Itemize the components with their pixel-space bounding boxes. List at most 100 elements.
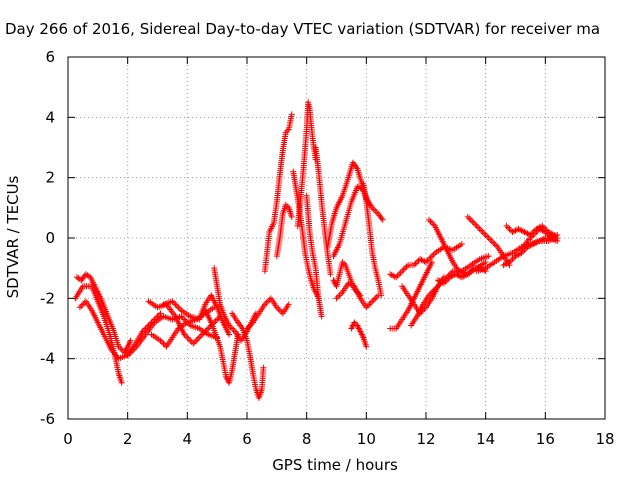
data-point: [226, 331, 233, 338]
data-point: [170, 299, 177, 306]
data-point: [187, 337, 194, 344]
data-point: [185, 336, 192, 343]
y-tick-label: 2: [45, 169, 55, 187]
data-point: [288, 111, 295, 118]
y-tick-label: -6: [40, 410, 55, 428]
data-point: [509, 256, 516, 263]
chart-title: Day 266 of 2016, Sidereal Day-to-day VTE…: [5, 20, 600, 38]
x-axis-label: GPS time / hours: [272, 456, 398, 474]
data-point: [78, 302, 85, 309]
data-point: [488, 238, 495, 245]
data-point: [442, 278, 449, 285]
data-point: [484, 233, 491, 240]
data-point: [487, 236, 494, 243]
data-point: [176, 305, 183, 312]
data-point: [402, 265, 409, 272]
data-point: [525, 236, 532, 243]
data-point: [481, 230, 488, 237]
data-point: [155, 311, 162, 318]
data-point: [430, 251, 437, 258]
data-point: [466, 215, 473, 222]
data-point: [179, 314, 186, 321]
x-tick-label: 6: [242, 430, 252, 448]
data-point: [439, 279, 446, 286]
x-tick-label: 8: [302, 430, 312, 448]
data-point: [378, 292, 385, 299]
data-point: [173, 302, 180, 309]
data-point: [403, 263, 410, 270]
data-point: [285, 301, 292, 308]
data-point: [76, 304, 83, 311]
data-point: [372, 207, 379, 214]
data-point: [427, 218, 434, 225]
data-point: [318, 313, 325, 320]
data-point: [428, 259, 435, 266]
data-point: [531, 230, 538, 237]
data-point: [337, 290, 344, 297]
data-point: [458, 241, 465, 248]
data-point: [490, 239, 497, 246]
data-point: [336, 292, 343, 299]
data-point: [428, 253, 435, 260]
data-point: [493, 242, 500, 249]
data-point: [363, 343, 370, 350]
data-point: [263, 299, 270, 306]
data-point: [464, 213, 471, 220]
x-tick-label: 0: [63, 430, 73, 448]
data-point: [372, 295, 379, 302]
data-point: [275, 305, 282, 312]
data-point: [527, 235, 534, 241]
data-point: [391, 273, 398, 280]
data-point: [482, 259, 489, 266]
data-point: [479, 228, 486, 235]
y-tick-label: 0: [45, 229, 55, 247]
y-tick-label: 4: [45, 108, 55, 126]
data-point: [260, 364, 267, 371]
data-point: [552, 237, 559, 244]
data-point: [76, 276, 83, 283]
data-point: [212, 317, 219, 324]
data-point: [485, 235, 492, 241]
data-point: [540, 235, 547, 242]
data-point: [475, 224, 482, 231]
data-point: [476, 225, 483, 232]
data-point: [530, 231, 537, 238]
data-point: [127, 337, 134, 344]
x-tick-label: 10: [357, 430, 376, 448]
data-point: [421, 258, 428, 265]
data-point: [141, 327, 148, 334]
data-points: [72, 99, 561, 401]
x-tick-label: 16: [536, 430, 555, 448]
data-point: [425, 216, 432, 223]
data-point: [333, 295, 340, 302]
x-tick-label: 4: [183, 430, 193, 448]
data-point: [191, 339, 198, 346]
y-tick-label: -4: [40, 350, 55, 368]
data-point: [491, 241, 498, 248]
data-point: [503, 222, 510, 229]
data-point: [230, 327, 237, 334]
data-point: [214, 316, 221, 323]
data-point: [196, 334, 203, 341]
data-point: [327, 271, 334, 278]
data-point: [470, 219, 477, 226]
data-point: [482, 231, 489, 238]
x-tick-label: 14: [476, 430, 495, 448]
data-point: [118, 379, 125, 386]
data-point: [160, 340, 167, 347]
data-point: [197, 333, 204, 340]
y-tick-label: -2: [40, 289, 55, 307]
x-tick-label: 2: [123, 430, 133, 448]
data-point: [158, 339, 165, 346]
grid: [68, 57, 605, 419]
data-point: [373, 293, 380, 300]
data-point: [379, 216, 386, 223]
data-point: [373, 209, 380, 216]
data-point: [469, 218, 476, 225]
data-point: [399, 268, 406, 275]
data-point: [334, 293, 341, 300]
data-point: [157, 310, 164, 317]
x-tick-label: 18: [595, 430, 614, 448]
data-point: [366, 301, 373, 308]
